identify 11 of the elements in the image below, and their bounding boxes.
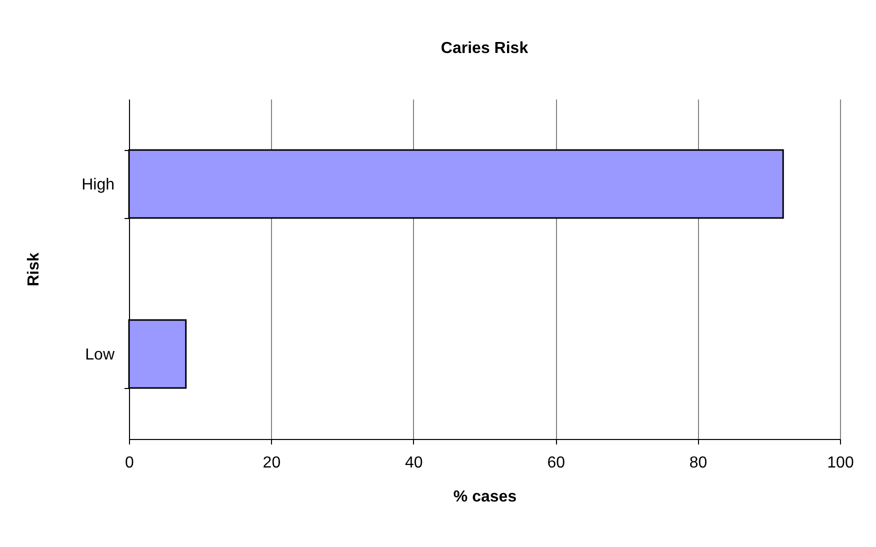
x-tick-label: 80: [689, 454, 708, 472]
x-tick-label: 0: [125, 454, 134, 472]
x-axis-title: % cases: [453, 488, 517, 506]
x-tick-label: 40: [405, 454, 423, 472]
x-tick-label: 20: [262, 454, 281, 472]
chart-title: Caries Risk: [440, 40, 528, 57]
x-tick-label: 60: [547, 454, 566, 472]
y-tick-label: Low: [85, 346, 115, 364]
y-tick-label: High: [82, 176, 114, 194]
x-tick-label: 100: [827, 454, 854, 472]
y-axis-title: Risk: [26, 252, 43, 286]
